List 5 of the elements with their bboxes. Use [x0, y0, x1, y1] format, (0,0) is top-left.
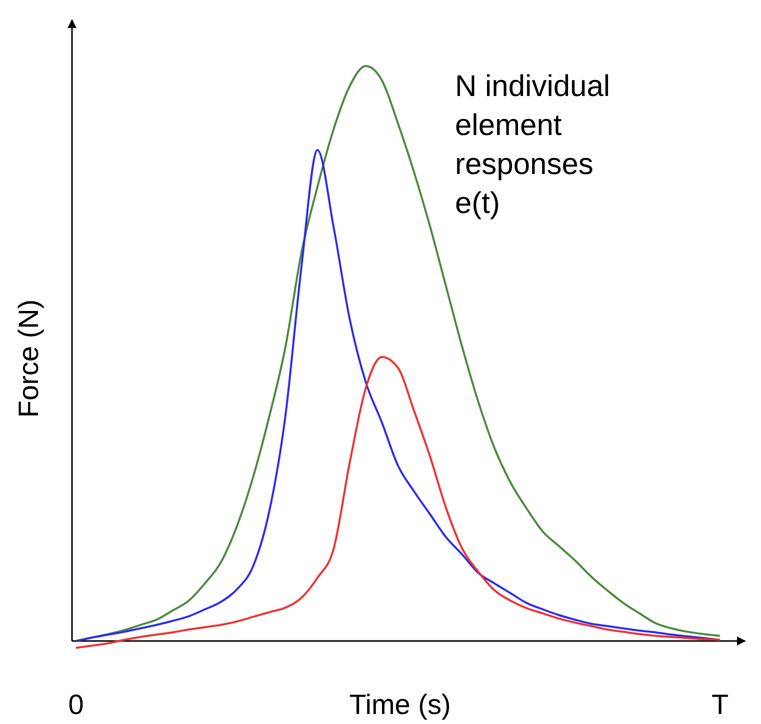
y-axis-title: Force (N) — [13, 299, 44, 418]
x-tick-label: T — [711, 689, 729, 720]
x-tick-label: 0 — [68, 689, 84, 720]
annotation: N individual element responses e(t) — [455, 70, 610, 220]
x-axis-title: Time (s) — [349, 689, 451, 720]
